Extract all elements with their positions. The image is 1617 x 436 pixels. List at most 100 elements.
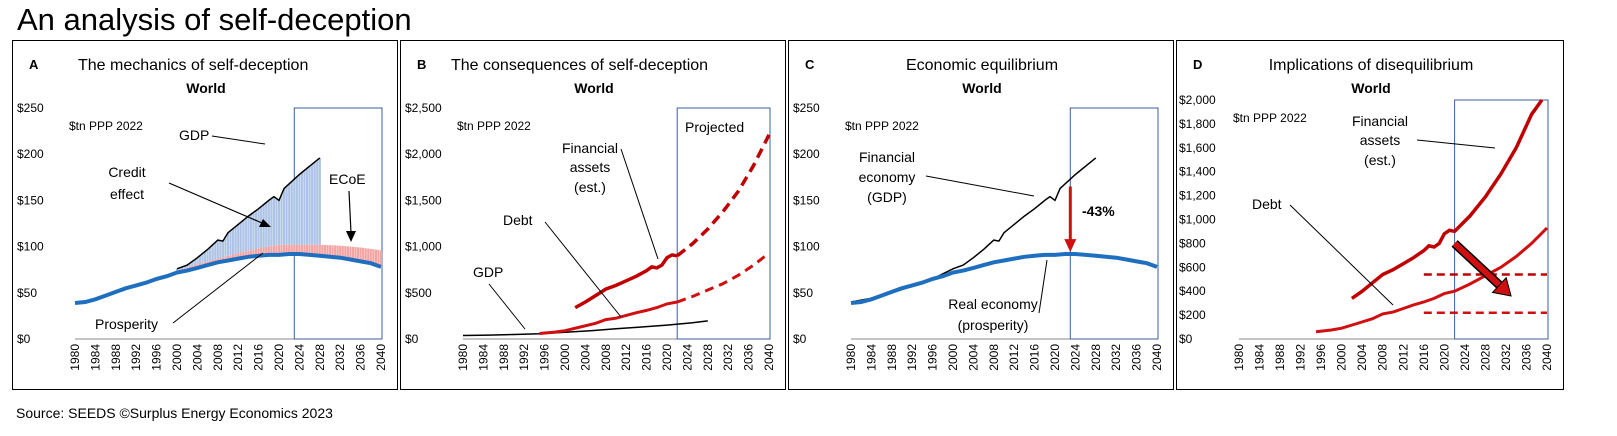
panel-title: The mechanics of self-deception [78,57,308,74]
x-tick-label: 1980 [844,344,858,371]
x-tick-label: 2036 [742,344,756,371]
x-tick-label: 2024 [1068,344,1082,371]
x-tick-label: 2008 [1376,344,1390,371]
financial-assets-line [574,253,678,310]
y-tick-label: $2,000 [405,147,442,161]
x-tick-label: 2008 [211,344,225,371]
x-tick-label: 1988 [497,344,511,371]
x-tick-label: 1980 [456,344,470,371]
leader-prosperity [172,252,264,324]
y-tick-label: $1,000 [405,240,442,254]
x-tick-label: 2000 [1335,344,1349,371]
annotation-ecoe: ECoE [329,171,366,187]
x-tick-label: 2028 [701,344,715,371]
x-tick-label: 2032 [333,344,347,371]
x-tick-label: 2004 [1355,344,1369,371]
y-tick-label: $100 [793,240,820,254]
x-tick-label: 1992 [517,344,531,371]
x-tick-label: 2016 [640,344,654,371]
y-tick-label: $2,000 [1179,93,1216,107]
x-tick-label: 1992 [905,344,919,371]
leader-credit-effect [168,182,263,224]
x-tick-label: 2040 [762,344,776,371]
x-tick-label: 2020 [272,344,286,371]
annotation-financial: Financial [562,140,618,156]
panel-subtitle: World [186,80,225,96]
x-tick-label: 1984 [88,344,102,371]
panel-letter: B [417,57,426,72]
annotation-debt: Debt [1252,196,1282,212]
panel-title: The consequences of self-deception [451,57,708,74]
annotation-prosperity: Prosperity [95,316,158,332]
page-title: An analysis of self-deception [17,2,412,37]
annotation-gdp: GDP [473,264,503,280]
x-tick-label: 2004 [578,344,592,371]
x-tick-label: 2008 [987,344,1001,371]
x-tick-label: 2012 [231,344,245,371]
x-tick-label: 2024 [680,344,694,371]
source-note: Source: SEEDS ©Surplus Energy Economics … [16,405,333,421]
y-tick-label: $0 [17,332,31,346]
x-tick-label: 1984 [864,344,878,371]
unit-label: $tn PPP 2022 [457,119,531,133]
downside-arrow-shaft [1452,241,1502,288]
annotation-assets: assets [1360,132,1400,148]
x-tick-label: 2000 [558,344,572,371]
arrowhead-ecoe [346,231,356,242]
x-tick-label: 2012 [1007,344,1021,371]
y-tick-label: $150 [793,193,820,207]
x-tick-label: 1996 [1314,344,1328,371]
x-tick-label: 2028 [1478,344,1492,371]
x-tick-label: 1980 [68,344,82,371]
y-tick-label: $2,500 [405,101,442,115]
y-tick-label: $0 [793,332,807,346]
gdp-line [462,320,708,337]
decline-label: -43% [1082,203,1115,219]
x-tick-label: 1988 [109,344,123,371]
x-tick-label: 2016 [252,344,266,371]
unit-label: $tn PPP 2022 [845,119,919,133]
panel-d: D Implications of disequilibrium World $tn … [1176,40,1564,390]
y-tick-label: $800 [1179,236,1206,250]
panel-title: Implications of disequilibrium [1269,57,1474,74]
projection-box [1454,99,1549,340]
leader-financial-economy [925,175,1035,197]
panel-letter: C [805,57,815,72]
panel-letter: A [29,57,39,72]
x-tick-label: 1996 [150,344,164,371]
x-tick-label: 2016 [1028,344,1042,371]
annotation-est: (est.) [574,179,606,195]
y-tick-label: $200 [1179,308,1206,322]
panel-title: Economic equilibrium [906,57,1058,74]
x-tick-label: 2032 [1109,344,1123,371]
y-tick-label: $150 [17,193,44,207]
financial-assets-projected-line [676,134,771,258]
x-tick-label: 1984 [476,344,490,371]
chart-c: C Economic equilibrium World $tn PPP 2022 $0… [793,57,1164,371]
panel-b: B The consequences of self-deception World… [400,40,786,390]
y-tick-label: $1,600 [1179,141,1216,155]
y-tick-label: $1,400 [1179,165,1216,179]
debt-line [539,300,678,335]
x-tick-label: 2004 [966,344,980,371]
annotation-debt: Debt [503,212,533,228]
real-economy-line [850,252,1158,305]
x-tick-label: 1984 [1253,344,1267,371]
downside-arrowhead [1491,276,1512,297]
chart-b: B The consequences of self-deception World… [405,57,776,371]
arrowhead-credit-effect [259,219,271,227]
x-tick-label: 2004 [190,344,204,371]
prosperity-line [74,252,382,305]
y-tick-label: $1,800 [1179,117,1216,131]
projection-box [676,107,771,340]
x-tick-label: 2016 [1417,344,1431,371]
x-tick-label: 2024 [1458,344,1472,371]
x-tick-label: 2012 [619,344,633,371]
y-tick-label: $500 [405,286,432,300]
x-tick-label: 1992 [1294,344,1308,371]
x-tick-label: 1988 [885,344,899,371]
x-tick-label: 2032 [721,344,735,371]
y-tick-label: $1,500 [405,193,442,207]
x-tick-label: 2032 [1499,344,1513,371]
panel-subtitle: World [962,80,1001,96]
